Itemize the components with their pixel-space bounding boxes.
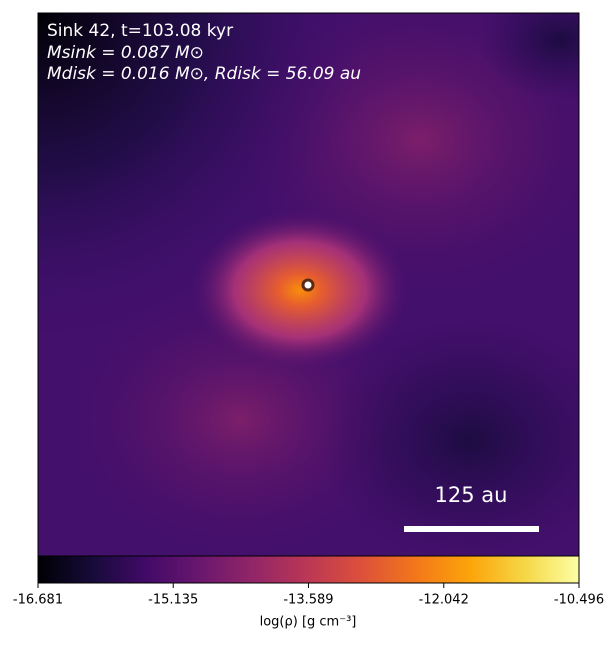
annotation: Msink = 0.087 M⊙: [47, 43, 204, 63]
sink-marker: [301, 278, 315, 292]
colorbar-tick-label: -13.589: [283, 593, 333, 608]
colorbar-tick-label: -10.496: [554, 593, 604, 608]
annotation: Sink 42, t=103.08 kyr: [47, 21, 233, 41]
colorbar-tick-label: -15.135: [148, 593, 198, 608]
scale-bar-label: 125 au: [435, 483, 508, 507]
colorbar: [37, 555, 580, 584]
colorbar-label: log(ρ) [g cm⁻³]: [260, 615, 357, 630]
density-image: [38, 13, 579, 556]
colorbar-tick-label: -12.042: [419, 593, 469, 608]
scale-bar: [404, 526, 539, 532]
annotation: Mdisk = 0.016 M⊙, Rdisk = 56.09 au: [47, 64, 361, 84]
colorbar-tick-label: -16.681: [13, 593, 63, 608]
